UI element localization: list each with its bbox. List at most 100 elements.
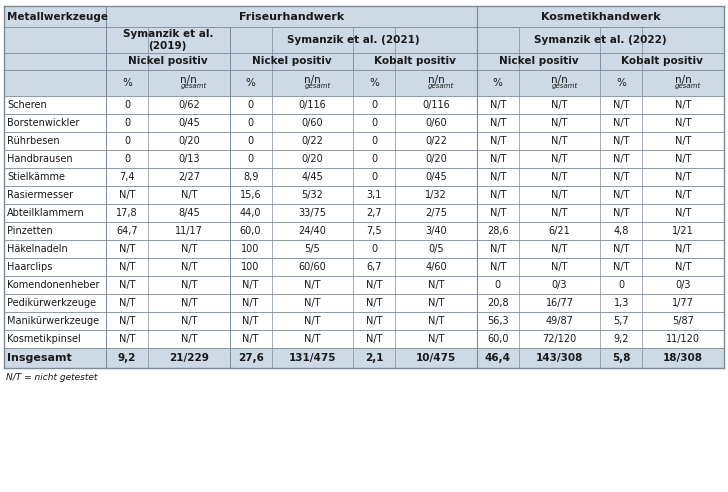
Bar [4, 330, 724, 348]
Text: Nickel positiv: Nickel positiv [499, 57, 579, 66]
Text: 1/21: 1/21 [673, 226, 694, 236]
Text: 0: 0 [248, 136, 253, 146]
Text: N/T: N/T [551, 100, 568, 110]
Text: Nickel positiv: Nickel positiv [252, 57, 331, 66]
Text: %: % [245, 78, 256, 88]
Text: N/T: N/T [489, 172, 506, 182]
Text: 33/75: 33/75 [298, 208, 326, 218]
Text: 7,4: 7,4 [119, 172, 135, 182]
Text: 0/22: 0/22 [301, 136, 323, 146]
Text: 10/475: 10/475 [416, 353, 456, 363]
Text: N/T: N/T [119, 334, 135, 344]
Text: Rührbesen: Rührbesen [7, 136, 60, 146]
Text: Kobalt positiv: Kobalt positiv [621, 57, 703, 66]
Text: 16/77: 16/77 [545, 298, 574, 308]
Text: N/T: N/T [181, 244, 197, 254]
Text: 24/40: 24/40 [298, 226, 326, 236]
Text: 4/45: 4/45 [301, 172, 323, 182]
Text: 8,9: 8,9 [243, 172, 258, 182]
Text: 64,7: 64,7 [116, 226, 138, 236]
Text: N/T: N/T [675, 244, 692, 254]
Text: 0: 0 [124, 136, 130, 146]
Text: 49/87: 49/87 [546, 316, 574, 326]
Text: 20,8: 20,8 [487, 298, 509, 308]
Text: N/T: N/T [551, 190, 568, 200]
Text: 1,3: 1,3 [614, 298, 629, 308]
Text: %: % [369, 78, 379, 88]
Text: 4,8: 4,8 [614, 226, 629, 236]
Text: 0: 0 [124, 154, 130, 164]
Text: 60/60: 60/60 [298, 262, 326, 272]
Text: 9,2: 9,2 [118, 353, 136, 363]
Text: 2/27: 2/27 [178, 172, 199, 182]
Text: Abteilklammern: Abteilklammern [7, 208, 84, 218]
Text: N/T: N/T [428, 316, 444, 326]
Text: N/T: N/T [119, 316, 135, 326]
Text: 5/87: 5/87 [672, 316, 695, 326]
Text: N/T: N/T [613, 208, 630, 218]
Text: N/T = nicht getestet: N/T = nicht getestet [6, 372, 98, 381]
Text: Handbrausen: Handbrausen [7, 154, 73, 164]
Text: 2,7: 2,7 [366, 208, 382, 218]
Text: 2/75: 2/75 [425, 208, 447, 218]
Text: gesamt: gesamt [552, 83, 578, 89]
Text: N/T: N/T [613, 136, 630, 146]
Bar [4, 168, 724, 186]
Text: n/n: n/n [304, 74, 321, 85]
Text: 46,4: 46,4 [485, 353, 511, 363]
Text: N/T: N/T [551, 118, 568, 128]
Text: 6,7: 6,7 [366, 262, 382, 272]
Text: %: % [122, 78, 132, 88]
Text: 17,8: 17,8 [116, 208, 138, 218]
Text: N/T: N/T [675, 136, 692, 146]
Text: 27,6: 27,6 [237, 353, 264, 363]
Text: N/T: N/T [428, 280, 444, 290]
Text: 0: 0 [618, 280, 625, 290]
Text: N/T: N/T [675, 118, 692, 128]
Text: 21/229: 21/229 [169, 353, 209, 363]
Text: Scheren: Scheren [7, 100, 47, 110]
Text: 0: 0 [248, 154, 253, 164]
Text: 0/20: 0/20 [425, 154, 447, 164]
Text: 0/60: 0/60 [425, 118, 447, 128]
Text: N/T: N/T [366, 280, 382, 290]
Text: 0/3: 0/3 [676, 280, 691, 290]
Text: %: % [493, 78, 503, 88]
Text: N/T: N/T [675, 100, 692, 110]
Text: 1/32: 1/32 [425, 190, 447, 200]
Text: N/T: N/T [551, 136, 568, 146]
Text: 0: 0 [371, 154, 377, 164]
Bar [4, 204, 724, 222]
Text: N/T: N/T [119, 244, 135, 254]
Text: 5/32: 5/32 [301, 190, 323, 200]
Text: 4/60: 4/60 [425, 262, 447, 272]
Text: 0/116: 0/116 [298, 100, 326, 110]
Text: N/T: N/T [304, 334, 320, 344]
Text: 1/77: 1/77 [672, 298, 695, 308]
Text: Pinzetten: Pinzetten [7, 226, 52, 236]
Text: 5/5: 5/5 [304, 244, 320, 254]
Text: 0: 0 [124, 100, 130, 110]
Text: Symanzik et al. (2022): Symanzik et al. (2022) [534, 35, 667, 45]
Text: N/T: N/T [366, 316, 382, 326]
Bar [4, 258, 724, 276]
Text: Nickel positiv: Nickel positiv [128, 57, 207, 66]
Bar [4, 132, 724, 150]
Text: N/T: N/T [119, 262, 135, 272]
Text: N/T: N/T [675, 154, 692, 164]
Text: Kosmetikhandwerk: Kosmetikhandwerk [541, 11, 660, 22]
Text: Insgesamt: Insgesamt [7, 353, 72, 363]
Text: 60,0: 60,0 [487, 334, 509, 344]
Text: Häkelnadeln: Häkelnadeln [7, 244, 68, 254]
Text: Haarclips: Haarclips [7, 262, 52, 272]
Text: 0: 0 [248, 118, 253, 128]
Text: 0/5: 0/5 [428, 244, 444, 254]
Text: N/T: N/T [613, 262, 630, 272]
Text: 11/120: 11/120 [666, 334, 700, 344]
Text: 60,0: 60,0 [240, 226, 261, 236]
Bar [4, 114, 724, 132]
Text: N/T: N/T [181, 262, 197, 272]
Text: 0/62: 0/62 [178, 100, 199, 110]
Bar [4, 186, 724, 204]
Text: 2,1: 2,1 [365, 353, 384, 363]
